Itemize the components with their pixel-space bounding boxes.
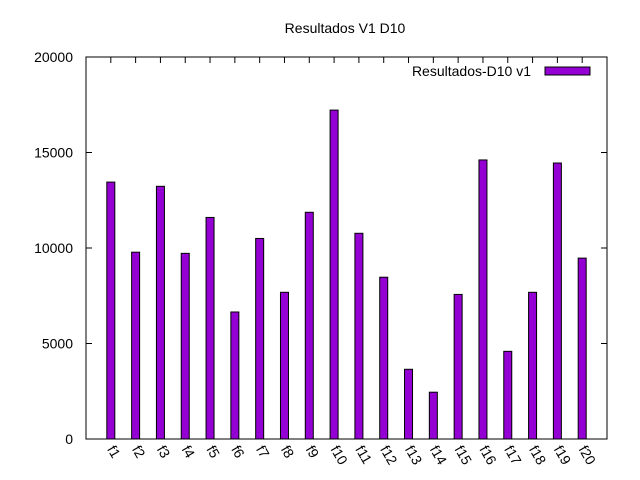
bar-f8 — [279, 291, 289, 440]
x-tick-label: f18 — [526, 443, 550, 468]
bar-f20 — [577, 257, 587, 440]
y-tick-label: 20000 — [34, 49, 73, 65]
legend: Resultados-D10 v1 — [412, 63, 591, 79]
x-tick-label: f12 — [377, 443, 401, 468]
x-tick-label: f8 — [278, 443, 298, 461]
plot-frame — [85, 56, 608, 440]
x-tick-label: f15 — [452, 443, 476, 468]
x-tick-label: f6 — [228, 443, 248, 461]
bar-f7 — [255, 237, 265, 440]
x-tick-label: f9 — [303, 443, 323, 461]
bar-f5 — [205, 216, 215, 440]
bar-f3 — [155, 185, 165, 440]
x-tick-label: f20 — [576, 443, 600, 468]
x-tick-label: f19 — [551, 443, 575, 468]
bar-f15 — [453, 293, 463, 440]
bar-f10 — [329, 109, 339, 440]
bar-f14 — [428, 391, 438, 440]
y-tick-label: 5000 — [42, 336, 73, 352]
bar-f11 — [354, 232, 364, 440]
bar-f2 — [131, 251, 141, 440]
bar-series — [106, 109, 587, 440]
legend-swatch — [544, 66, 591, 76]
y-tick-label: 0 — [65, 431, 73, 447]
bar-f1 — [106, 181, 116, 440]
x-tick-label: f10 — [327, 443, 351, 468]
bar-f12 — [379, 276, 389, 440]
x-tick-label: f3 — [154, 443, 174, 461]
y-tick-label: 15000 — [34, 145, 73, 161]
bar-f19 — [552, 162, 562, 440]
x-tick-label: f4 — [179, 443, 199, 461]
x-tick-labels: f1 f2 f3 f4 f5 f6 f7 f8 f9 f10 f11 f12 f13 f14 f15 f16 f… — [104, 443, 599, 468]
y-tick-labels: 0 5000 10000 15000 20000 — [34, 49, 73, 447]
x-tick-label: f2 — [129, 443, 149, 461]
bar-f16 — [478, 159, 488, 440]
x-tick-label: f7 — [253, 443, 273, 461]
x-tick-label: f1 — [104, 443, 124, 461]
x-tick-label: f14 — [427, 443, 451, 468]
bar-f18 — [528, 291, 538, 440]
legend-label: Resultados-D10 v1 — [412, 63, 531, 79]
bar-f6 — [230, 311, 240, 440]
bar-f4 — [180, 252, 190, 440]
bar-f13 — [404, 368, 414, 440]
x-tick-label: f11 — [352, 443, 375, 467]
chart-title: Resultados V1 D10 — [285, 20, 406, 36]
bar-f17 — [503, 350, 513, 440]
x-tick-label: f17 — [501, 443, 525, 468]
x-tick-label: f16 — [476, 443, 500, 468]
y-tick-label: 10000 — [34, 240, 73, 256]
x-tick-label: f13 — [402, 443, 426, 468]
x-tick-label: f5 — [203, 443, 223, 461]
bar-f9 — [304, 211, 314, 440]
